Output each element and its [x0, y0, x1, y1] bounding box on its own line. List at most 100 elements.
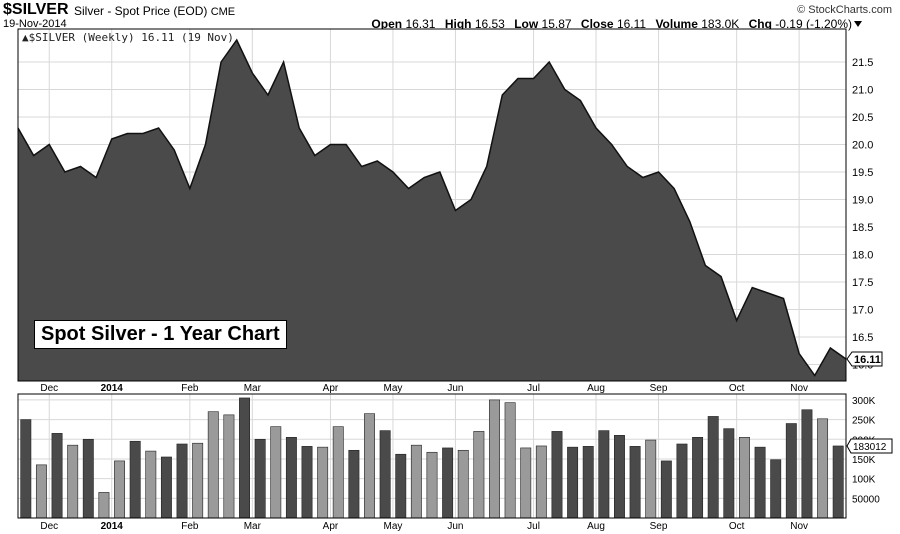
volume-x-tick-label: Mar — [244, 521, 262, 532]
price-x-tick-label: 2014 — [101, 383, 124, 394]
low-label: Low — [514, 17, 539, 31]
price-tick-label: 21.0 — [852, 85, 873, 97]
volume-bar — [35, 464, 47, 519]
volume-bar — [817, 418, 829, 519]
volume-bar — [785, 423, 797, 519]
price-x-tick-label: Aug — [587, 383, 605, 394]
price-last-value-label: 16.11 — [854, 354, 881, 366]
price-line — [17, 38, 847, 377]
volume-bar — [270, 426, 282, 519]
price-last-value-tag — [846, 351, 883, 367]
chevron-down-icon[interactable] — [854, 21, 862, 27]
chart-symbol: $SILVER — [3, 1, 69, 18]
volume-bar — [426, 451, 438, 519]
price-tick-label: 20.0 — [852, 140, 873, 152]
volume-bar — [520, 447, 532, 519]
legend-marker-icon: ▲ — [22, 31, 29, 44]
price-x-tick-label: Mar — [244, 383, 262, 394]
price-tick-label: 20.5 — [852, 112, 873, 124]
volume-tick-label: 100K — [852, 475, 876, 486]
volume-tick-label: 50000 — [852, 494, 880, 505]
low-value: 15.87 — [541, 17, 572, 31]
volume-bar — [192, 442, 204, 519]
price-tick-label: 16.5 — [852, 332, 873, 344]
volume-x-tick-label: Sep — [650, 521, 668, 532]
volume-bar — [364, 413, 375, 519]
volume-bar — [348, 449, 360, 519]
price-area — [18, 40, 846, 381]
price-tick-label: 19.5 — [852, 167, 873, 179]
chart-legend: ▲$SILVER (Weekly) 16.11 (19 Nov) — [22, 31, 234, 44]
brand-watermark: © StockCharts.com — [797, 4, 892, 16]
volume-x-tick-label: Feb — [181, 521, 199, 532]
legend-text: $SILVER (Weekly) 16.11 (19 Nov) — [28, 31, 234, 44]
volume-bar — [660, 460, 672, 519]
volume-bar — [692, 437, 704, 519]
volume-bar — [535, 445, 547, 519]
close-value: 16.11 — [616, 17, 647, 31]
volume-bar — [442, 447, 454, 519]
chg-label: Chg — [748, 17, 772, 31]
volume-bar — [473, 431, 485, 519]
volume-bar — [614, 435, 625, 519]
price-x-tick-label: May — [383, 383, 402, 394]
volume-bar — [754, 446, 766, 519]
price-tick-label: 18.0 — [852, 250, 873, 262]
price-stats: Open 16.31 High 16.53 Low 15.87 Close 16… — [371, 17, 852, 31]
open-value: 16.31 — [405, 17, 436, 31]
volume-bar — [98, 492, 110, 519]
chart-instrument-name: Silver - Spot Price (EOD) CME — [74, 4, 235, 18]
volume-bar — [176, 443, 188, 519]
high-value: 16.53 — [474, 17, 505, 31]
price-panel-border — [17, 28, 847, 382]
chart-overlay-title: Spot Silver - 1 Year Chart — [34, 320, 287, 349]
volume-bar — [332, 426, 344, 519]
volume-bar — [51, 433, 63, 519]
volume-bar — [317, 446, 329, 519]
price-tick-label: 19.0 — [852, 195, 873, 207]
exchange-label: CME — [210, 6, 236, 18]
volume-tick-label: 250K — [852, 416, 876, 427]
volume-bar — [723, 428, 735, 519]
volume-bar — [457, 449, 469, 519]
volume-bar — [489, 399, 500, 519]
volume-bar — [582, 446, 594, 519]
volume-tick-label: 300K — [852, 396, 876, 407]
volume-tick-label: 150K — [852, 455, 876, 466]
volume-bar — [645, 439, 657, 519]
price-x-tick-label: Jun — [447, 383, 463, 394]
volume-bar — [801, 409, 813, 519]
volume-x-tick-label: Jul — [527, 521, 540, 532]
volume-bar — [770, 459, 782, 519]
volume-x-tick-label: May — [383, 521, 402, 532]
volume-bar — [67, 444, 79, 519]
volume-bar — [410, 444, 422, 519]
volume-bar — [114, 460, 126, 519]
volume-bar — [629, 446, 641, 519]
price-x-tick-label: Dec — [40, 383, 58, 394]
volume-value: 183.0K — [701, 17, 740, 31]
volume-bar — [82, 438, 94, 519]
volume-x-tick-label: Jun — [447, 521, 463, 532]
volume-bar — [129, 440, 141, 519]
instrument-name: Silver - Spot Price (EOD) — [74, 4, 208, 18]
high-label: High — [444, 17, 472, 31]
price-tick-label: 17.0 — [852, 305, 873, 317]
volume-x-tick-label: Aug — [587, 521, 605, 532]
volume-label: Volume — [655, 17, 698, 31]
volume-bar — [160, 456, 172, 519]
chg-value: -0.19 (-1.20%) — [775, 17, 852, 31]
volume-bar — [285, 437, 297, 519]
volume-bar — [738, 437, 750, 519]
volume-x-tick-label: Apr — [323, 521, 339, 532]
volume-bar — [301, 446, 313, 519]
price-tick-label: 21.5 — [852, 57, 873, 69]
volume-bar — [598, 430, 610, 519]
price-x-tick-label: Sep — [650, 383, 668, 394]
volume-panel-border — [17, 393, 847, 519]
volume-bar — [567, 446, 579, 519]
volume-bar — [832, 445, 844, 519]
volume-bar — [379, 430, 391, 519]
price-tick-label: 18.5 — [852, 222, 873, 234]
volume-bar — [676, 443, 688, 519]
